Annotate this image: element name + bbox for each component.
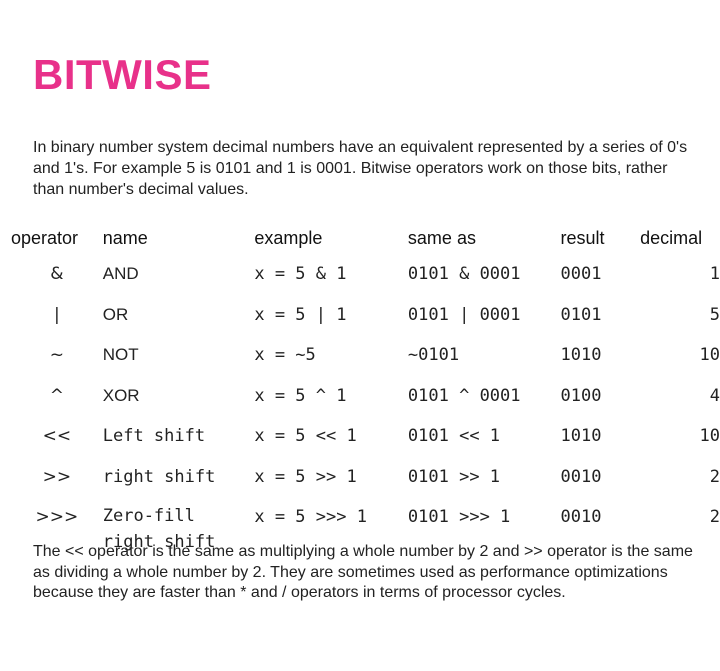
same-as-cell: 0101 << 1 [407,426,501,446]
name-cell: right shift [102,466,216,487]
table-row: ~ NOT x = ~5 ~0101 1010 10 [11,337,720,378]
table-header-row: operator name example same as result dec… [11,228,720,256]
page-title: BITWISE [33,51,212,98]
table-row: >> right shift x = 5 >> 1 0101 >> 1 0010… [11,459,720,500]
example-cell: x = 5 >>> 1 [254,507,367,527]
decimal-cell: 2 [709,507,720,527]
table-row: << Left shift x = 5 << 1 0101 << 1 1010 … [11,418,720,459]
example-cell: x = 5 ^ 1 [254,385,347,406]
result-cell: 0100 [560,385,602,406]
result-cell: 0010 [560,507,602,527]
header-operator: operator [11,228,79,248]
intro-paragraph: In binary number system decimal numbers … [33,139,688,198]
decimal-cell: 10 [699,345,720,365]
operator-cell: ~ [49,345,64,365]
decimal-cell: 2 [709,466,720,487]
same-as-cell: ~0101 [407,345,460,365]
operator-cell: ^ [49,385,64,406]
operator-cell: << [42,426,72,446]
decimal-cell: 1 [709,264,720,284]
operator-cell: >> [42,466,72,487]
result-cell: 0001 [560,264,602,284]
name-cell: XOR [102,385,140,405]
name-cell: OR [102,304,129,324]
operator-cell: & [50,264,64,284]
result-cell: 0101 [560,304,602,325]
header-name: name [102,228,148,248]
decimal-cell: 10 [699,426,720,446]
name-cell: NOT [102,345,139,364]
result-cell: 1010 [560,345,602,365]
table-row: >>> Zero-fill right shift x = 5 >>> 1 01… [11,499,720,555]
table-row: | OR x = 5 | 1 0101 | 0001 0101 5 [11,297,720,338]
same-as-cell: 0101 & 0001 [407,264,521,284]
name-cell: Zero-fill right shift [102,506,216,552]
decimal-cell: 5 [709,304,720,325]
example-cell: x = ~5 [254,345,316,365]
name-cell: AND [102,264,139,283]
example-cell: x = 5 & 1 [254,264,347,284]
outro-paragraph: The << operator is the same as multiplyi… [33,543,693,601]
name-cell: Left shift [102,426,206,446]
header-decimal: decimal [640,228,703,248]
same-as-cell: 0101 >> 1 [407,466,501,487]
result-cell: 0010 [560,466,602,487]
bitwise-operators-table: operator name example same as result dec… [11,228,720,555]
example-cell: x = 5 << 1 [254,426,357,446]
operator-cell: >>> [35,507,79,527]
example-cell: x = 5 >> 1 [254,466,357,487]
operator-cell: | [54,304,60,325]
table-row: & AND x = 5 & 1 0101 & 0001 0001 1 [11,256,720,297]
decimal-cell: 4 [709,385,720,406]
header-same-as: same as [407,228,476,248]
header-example: example [254,228,323,248]
table-row: ^ XOR x = 5 ^ 1 0101 ^ 0001 0100 4 [11,378,720,419]
example-cell: x = 5 | 1 [254,304,347,325]
same-as-cell: 0101 ^ 0001 [407,385,521,406]
header-result: result [560,228,605,248]
result-cell: 1010 [560,426,602,446]
same-as-cell: 0101 | 0001 [407,304,521,325]
same-as-cell: 0101 >>> 1 [407,507,511,527]
